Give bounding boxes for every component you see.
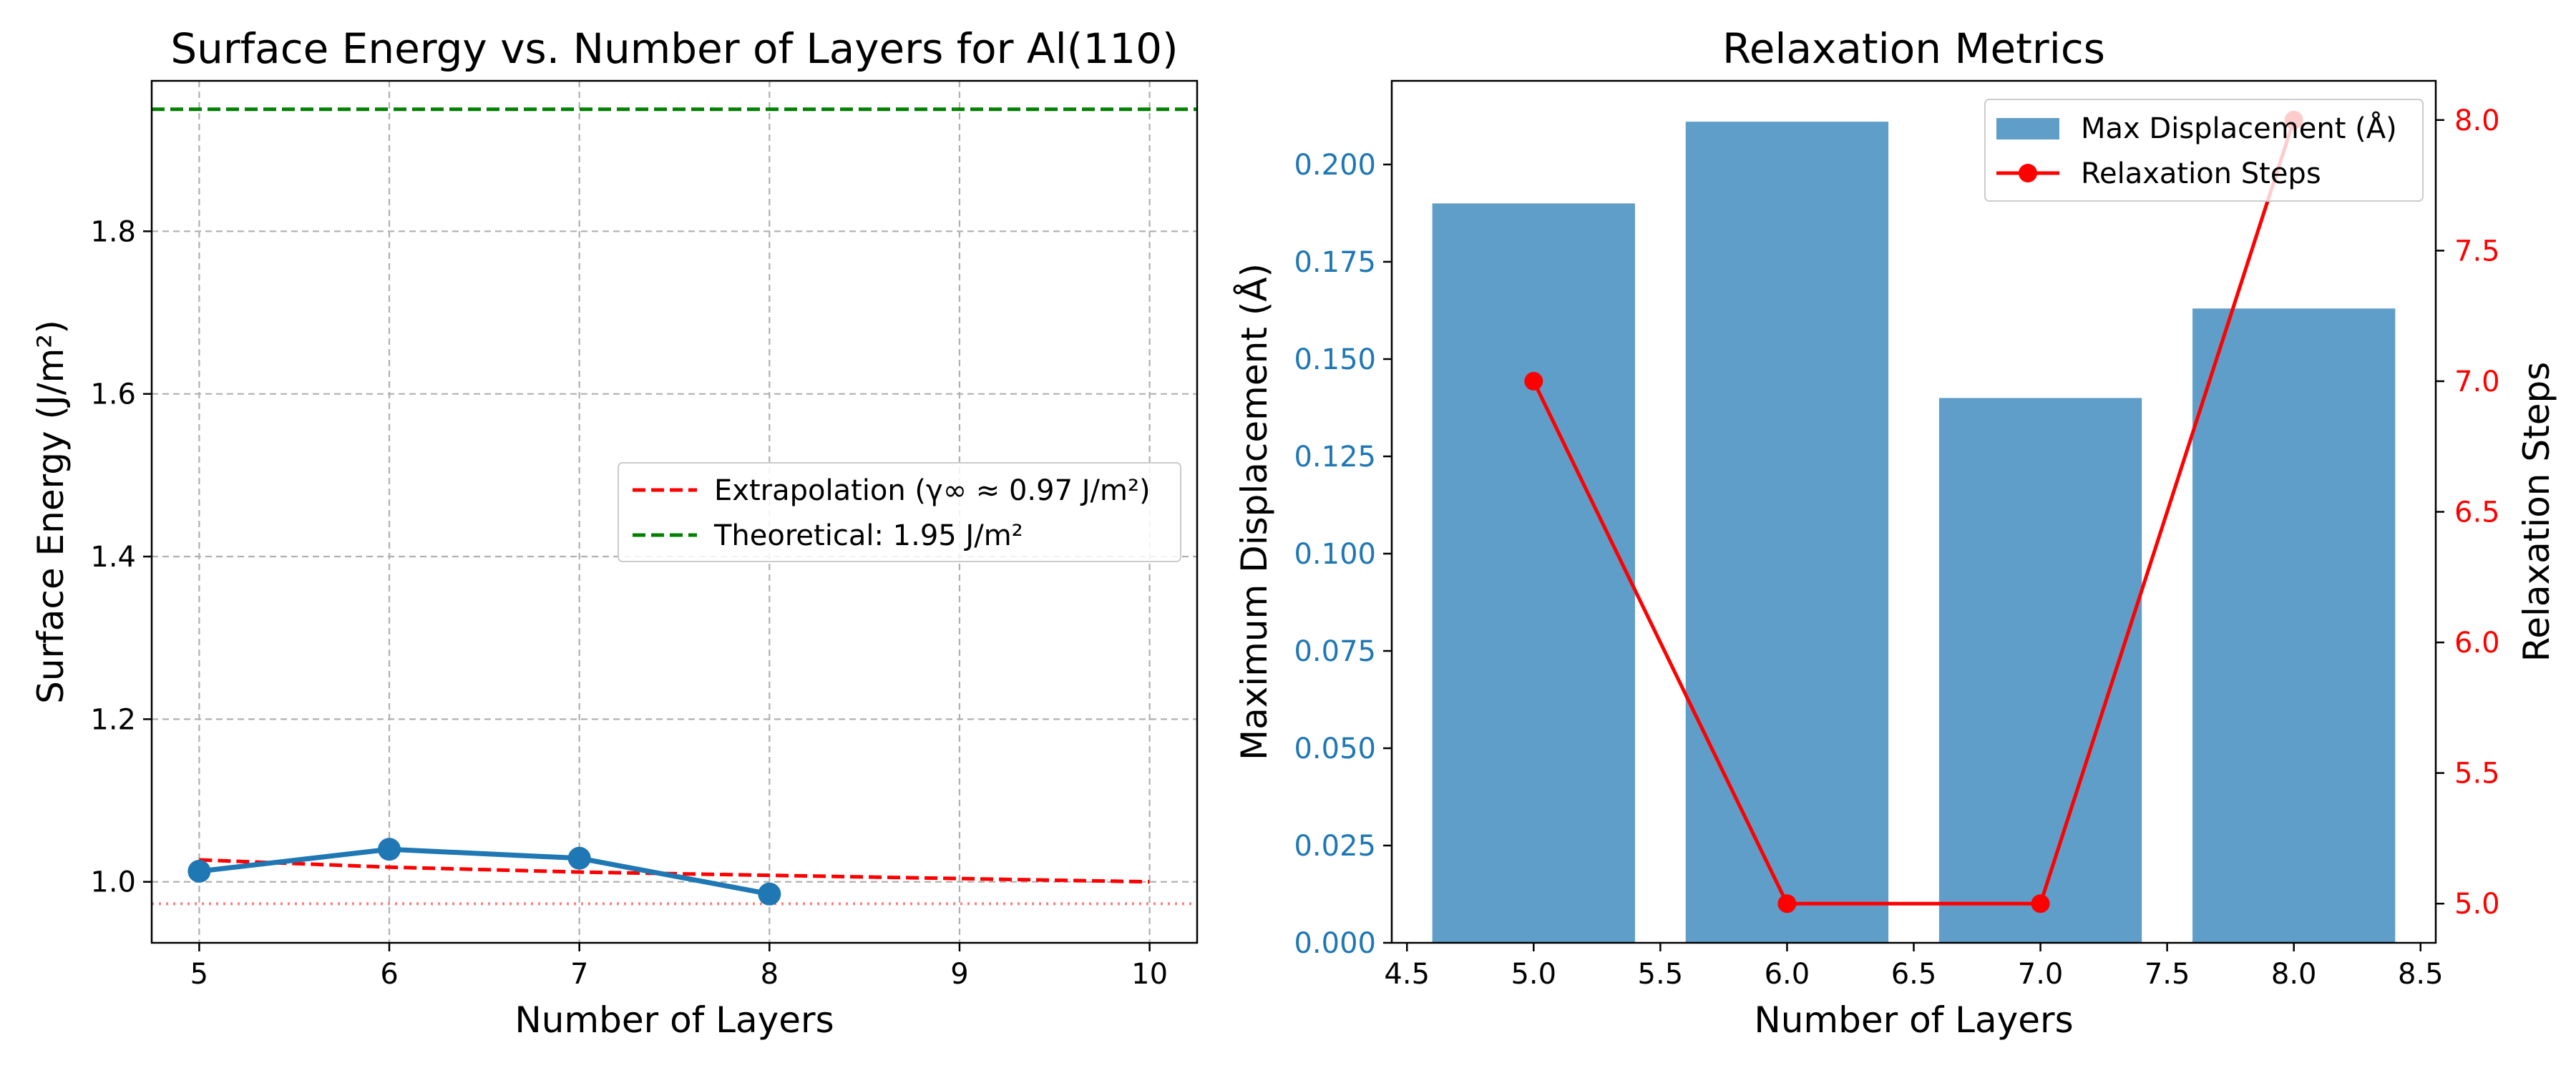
y-tick-label: 0.100 bbox=[1294, 538, 1376, 571]
relaxation-steps-point bbox=[2031, 894, 2050, 913]
y-tick-label: 1.2 bbox=[90, 703, 136, 736]
surface-energy-point bbox=[567, 846, 591, 870]
y-axis-ticks: 0.000 0.025 0.050 0.075 0.100 0.125 0.150 0.175… bbox=[1294, 149, 1392, 960]
surface-energy-line bbox=[199, 846, 770, 897]
y-axis-title: Maximum Displacement (Å) bbox=[1234, 263, 1275, 760]
max-displacement-bar bbox=[1685, 122, 1889, 943]
max-displacement-bar bbox=[2192, 308, 2396, 943]
x-tick-label: 4.5 bbox=[1384, 958, 1430, 991]
x-tick-label: 7.0 bbox=[2018, 958, 2064, 991]
y-tick-label: 0.050 bbox=[1294, 733, 1376, 765]
x-tick-label: 6.5 bbox=[1891, 958, 1937, 991]
legend: Max Displacement (Å) Relaxation Steps bbox=[1984, 99, 2424, 202]
y2-tick-label: 5.0 bbox=[2454, 888, 2500, 921]
x-tick-label: 5.0 bbox=[1511, 958, 1556, 991]
x-tick-label: 5 bbox=[190, 958, 208, 991]
y-tick-label: 1.8 bbox=[90, 215, 136, 248]
x-axis-title: Number of Layers bbox=[514, 999, 834, 1041]
max-displacement-bar bbox=[1938, 398, 2142, 943]
relaxation-steps-line bbox=[1532, 119, 2296, 906]
x-axis-ticks: 4.5 5.0 5.5 6.0 6.5 7.0 7.5 8.0 8.5 bbox=[1384, 943, 2444, 991]
chart-title: Relaxation Metrics bbox=[1722, 24, 2105, 73]
surface-energy-point bbox=[758, 882, 781, 906]
legend: Extrapolation (γ∞ ≈ 0.97 J/m²) Theoretica… bbox=[618, 462, 1181, 562]
x-tick-label: 9 bbox=[950, 958, 968, 991]
x-axis-title: Number of Layers bbox=[1754, 999, 2073, 1041]
y-tick-label: 1.6 bbox=[90, 378, 136, 411]
relaxation-steps-point bbox=[1524, 371, 1543, 391]
y-tick-label: 0.200 bbox=[1294, 149, 1376, 182]
plot-series bbox=[152, 107, 1197, 906]
x-tick-label: 10 bbox=[1131, 958, 1168, 991]
x-tick-label: 6 bbox=[380, 958, 398, 991]
x-tick-label: 6.0 bbox=[1765, 958, 1810, 991]
legend-box bbox=[1984, 99, 2424, 202]
y-tick-label: 0.150 bbox=[1294, 343, 1376, 376]
bar-series bbox=[1432, 122, 2396, 943]
y-tick-label: 0.175 bbox=[1294, 246, 1376, 279]
chart-title: Surface Energy vs. Number of Layers for … bbox=[170, 24, 1178, 73]
y2-tick-label: 7.5 bbox=[2454, 235, 2500, 268]
steps-series bbox=[1524, 110, 2303, 913]
surface-energy-chart: Surface Energy vs. Number of Layers for … bbox=[30, 24, 1199, 1041]
y-tick-label: 0.075 bbox=[1294, 635, 1376, 668]
y2-tick-label: 6.5 bbox=[2454, 496, 2500, 529]
max-displacement-bar bbox=[1432, 203, 1635, 943]
y2-tick-label: 8.0 bbox=[2454, 104, 2500, 137]
x-tick-label: 8 bbox=[761, 958, 779, 991]
y-tick-label: 1.0 bbox=[90, 866, 136, 899]
x-tick-label: 7 bbox=[570, 958, 588, 991]
x-tick-label: 8.0 bbox=[2271, 958, 2317, 991]
legend-box bbox=[618, 462, 1181, 562]
relaxation-metrics-chart: Relaxation Metrics 4.5 5.0 5.5 6.0 6.5 7.0 7.5… bbox=[1234, 24, 2557, 1041]
legend-label-bars: Max Displacement (Å) bbox=[2081, 111, 2397, 145]
legend-label-extrapolation: Extrapolation (γ∞ ≈ 0.97 J/m²) bbox=[714, 474, 1151, 507]
x-tick-label: 5.5 bbox=[1638, 958, 1684, 991]
y-tick-label: 0.125 bbox=[1294, 441, 1376, 474]
x-axis-ticks: 5 6 7 8 9 10 bbox=[190, 943, 1168, 991]
y-tick-label: 1.4 bbox=[90, 541, 136, 574]
relaxation-steps-point bbox=[1777, 894, 1797, 913]
y2-tick-label: 7.0 bbox=[2454, 366, 2500, 398]
y2-tick-label: 6.0 bbox=[2454, 627, 2500, 660]
y2-tick-label: 5.5 bbox=[2454, 758, 2500, 790]
y2-axis-ticks: 5.0 5.5 6.0 6.5 7.0 7.5 8.0 bbox=[2436, 104, 2500, 921]
y-tick-label: 0.025 bbox=[1294, 830, 1376, 863]
surface-energy-point bbox=[378, 838, 401, 861]
x-tick-label: 7.5 bbox=[2145, 958, 2190, 991]
legend-label-theoretical: Theoretical: 1.95 J/m² bbox=[713, 519, 1023, 552]
y-tick-label: 0.000 bbox=[1294, 927, 1376, 960]
y2-axis-title: Relaxation Steps bbox=[2516, 362, 2557, 662]
y-axis-title: Surface Energy (J/m²) bbox=[30, 320, 72, 704]
plot-frame bbox=[150, 79, 1199, 944]
y-axis-ticks: 1.0 1.2 1.4 1.6 1.8 bbox=[90, 215, 152, 899]
legend-marker-steps bbox=[2019, 164, 2037, 182]
x-tick-label: 8.5 bbox=[2398, 958, 2444, 991]
surface-energy-point bbox=[187, 859, 211, 883]
legend-label-steps: Relaxation Steps bbox=[2081, 157, 2321, 190]
legend-swatch-bars bbox=[1996, 118, 2059, 139]
